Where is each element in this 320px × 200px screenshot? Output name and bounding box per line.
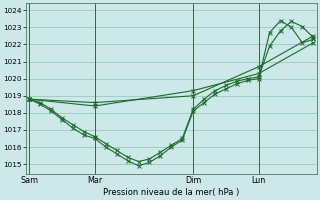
X-axis label: Pression niveau de la mer( hPa ): Pression niveau de la mer( hPa )	[103, 188, 239, 197]
